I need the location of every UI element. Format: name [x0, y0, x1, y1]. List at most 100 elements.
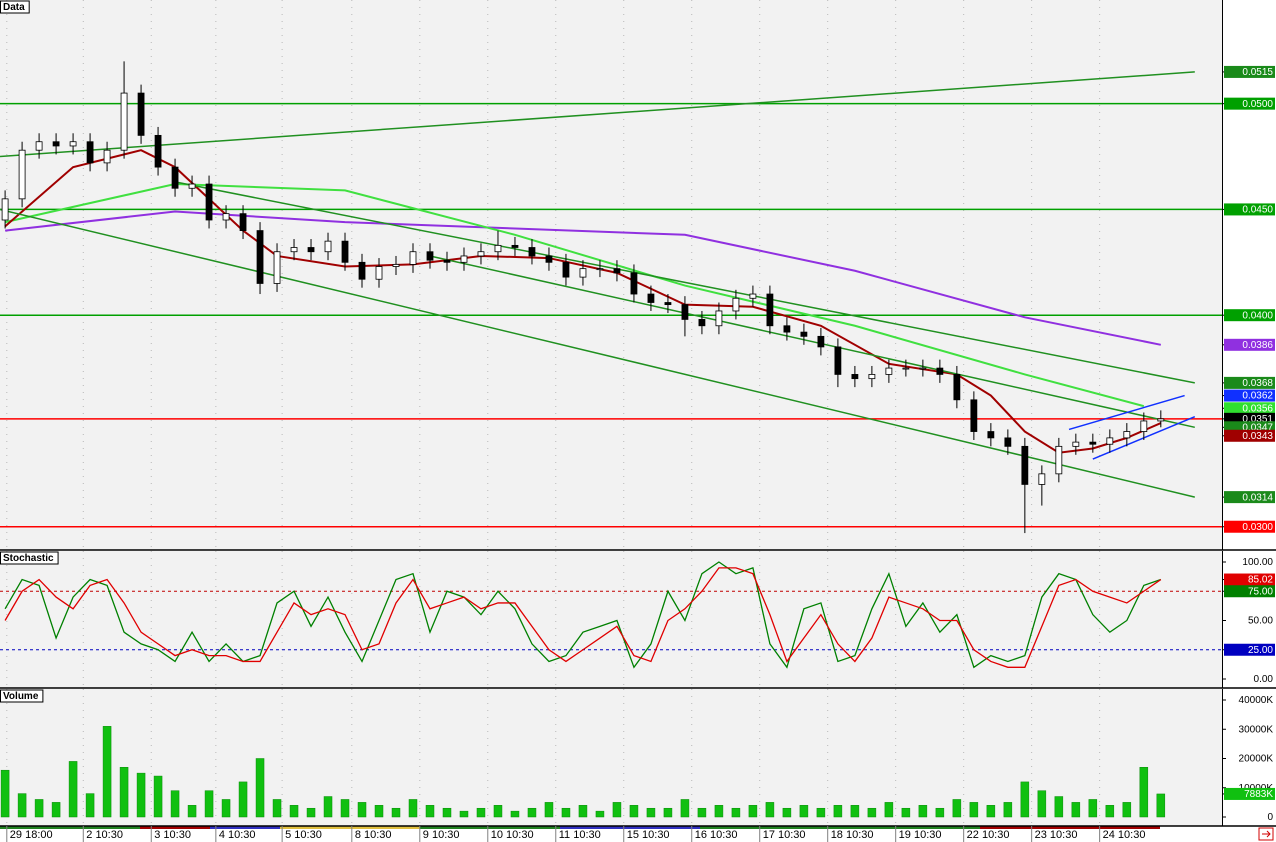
candle-body: [698, 319, 706, 327]
volume-bar: [952, 799, 962, 818]
candle-body: [1021, 445, 1029, 485]
x-tick-label: 17 10:30: [763, 829, 806, 841]
x-tick-label: 9 10:30: [423, 829, 460, 841]
candle-body: [460, 255, 468, 263]
candle-body: [426, 251, 434, 261]
volume-bar: [85, 793, 95, 818]
date-strip-band: [560, 826, 700, 829]
y-tick-label: 0.0343: [1242, 431, 1273, 442]
price-tag: [1224, 402, 1275, 415]
candle-body: [69, 141, 77, 147]
moving-average: [4, 210, 1162, 346]
volume-bar: [544, 802, 554, 818]
candle-body: [817, 335, 825, 348]
volume-bar: [119, 767, 129, 818]
price-tag: [1224, 585, 1275, 598]
volume-bar: [884, 802, 894, 818]
volume-bar: [527, 807, 537, 818]
price-tag: [1224, 429, 1275, 442]
y-tick-label: 0.00: [1254, 674, 1274, 685]
x-tick-label: 16 10:30: [695, 829, 738, 841]
y-tick-label: 0.0515: [1242, 67, 1273, 78]
candle-body: [222, 213, 230, 221]
candle-body: [885, 367, 893, 375]
y-tick-label: 0.0400: [1242, 310, 1273, 321]
volume-bar: [442, 807, 452, 818]
candle-body: [307, 247, 315, 253]
candle-body: [1072, 441, 1080, 447]
panel-title: Data: [3, 2, 25, 13]
candle-body: [987, 431, 995, 439]
y-tick-label: 85.02: [1248, 575, 1273, 586]
y-tick-label: 0.0500: [1242, 99, 1273, 110]
y-tick-label: 0.0386: [1242, 340, 1273, 351]
volume-bar: [697, 807, 707, 818]
candle-body: [545, 255, 553, 263]
x-tick-label: 19 10:30: [899, 829, 942, 841]
candle-body: [409, 251, 417, 265]
volume-bar: [391, 807, 401, 818]
y-tick-label: 7883K: [1244, 789, 1273, 800]
axis-background: [1222, 0, 1276, 550]
volume-bar: [102, 726, 112, 818]
volume-bar: [136, 772, 146, 818]
plot-area: [0, 0, 1222, 550]
volume-bar: [34, 799, 44, 818]
volume-bar: [731, 807, 741, 818]
volume-bar: [714, 805, 724, 818]
volume-bar: [1071, 802, 1081, 818]
x-tick-label: 23 10:30: [1035, 829, 1078, 841]
volume-bar: [510, 810, 520, 818]
candle-body: [511, 244, 519, 248]
volume-bar: [850, 805, 860, 818]
candle-body: [766, 293, 774, 327]
volume-bar: [561, 807, 571, 818]
panel-title: Stochastic: [3, 553, 54, 564]
volume-bar: [935, 807, 945, 818]
y-tick-label: 30000K: [1239, 724, 1274, 735]
axis-background: [1222, 689, 1276, 826]
panel: 0.0515 0.0500 0.0450 0.0400 0.0386 0.0368 0.03…: [0, 0, 1276, 551]
panel-title-box: [0, 551, 59, 565]
candle-body: [1140, 420, 1148, 432]
price-tag: [1224, 389, 1275, 402]
trend-line: [174, 181, 1195, 384]
volume-bar: [765, 802, 775, 818]
candle-body: [868, 374, 876, 380]
volume-bar: [306, 807, 316, 818]
candle-body: [834, 346, 842, 375]
volume-bar: [680, 799, 690, 818]
plot-area: [0, 689, 1166, 826]
panel-title-box: [0, 0, 30, 14]
candle-body: [630, 272, 638, 295]
volume-bar: [833, 805, 843, 818]
volume-bar: [901, 807, 911, 818]
y-tick-label: 20000K: [1239, 754, 1274, 765]
candle-body: [783, 325, 791, 333]
scroll-icon: [1262, 830, 1271, 838]
volume-bar: [1105, 805, 1115, 818]
y-tick-label: 0.0351: [1242, 414, 1273, 425]
candle-body: [1, 198, 9, 221]
volume-bar: [595, 810, 605, 818]
x-tick-label: 24 10:30: [1103, 829, 1146, 841]
x-tick-label: 10 10:30: [491, 829, 534, 841]
date-strip-band: [210, 826, 280, 829]
candle-body: [732, 297, 740, 312]
candle-body: [596, 268, 604, 271]
volume-bar: [221, 799, 231, 818]
volume-bar: [357, 802, 367, 818]
volume-bar: [867, 807, 877, 818]
y-tick-label: 0.0356: [1242, 403, 1273, 414]
price-tag: [1224, 643, 1275, 656]
candle-body: [851, 374, 859, 380]
y-tick-label: 50.00: [1248, 616, 1273, 627]
volume-bar: [170, 790, 180, 818]
volume-bar: [918, 805, 928, 818]
candle-body: [1038, 473, 1046, 485]
price-tag: [1224, 787, 1275, 800]
candle-body: [579, 268, 587, 278]
y-tick-label: 25.00: [1248, 645, 1273, 656]
